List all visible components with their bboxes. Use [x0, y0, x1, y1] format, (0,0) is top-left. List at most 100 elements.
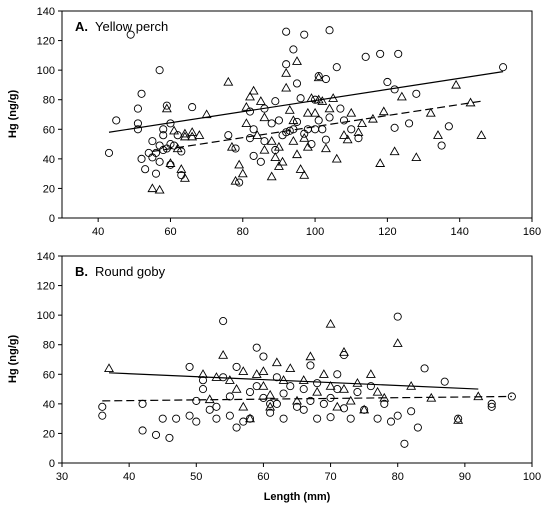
panel-b-frame	[61, 255, 533, 464]
panel-a-y-tick-label: 0	[49, 213, 55, 225]
panel-a-triangle-point	[237, 168, 248, 178]
panel-a-x-tick-label: 100	[306, 226, 324, 238]
panel-a-circle-point	[390, 123, 399, 132]
panel-a-y-tick-label: 140	[37, 6, 55, 18]
panel-a-triangle-point	[277, 156, 288, 166]
panel-a-trend-lines	[108, 71, 504, 153]
panel-b-triangle-point	[224, 375, 235, 384]
panel-a-triangle-point	[342, 134, 353, 144]
panel-b-trend-lines	[102, 372, 512, 402]
panel-b-circle-point	[252, 382, 261, 391]
panel-b-circle-point	[487, 402, 496, 411]
panel-b-circle-point	[185, 411, 194, 420]
panel-b-x-tick-label: 90	[459, 471, 471, 483]
panel-a-y-tick-label: 60	[43, 124, 55, 136]
panel-a-circle-point	[361, 52, 370, 61]
panel-b-circle-point	[299, 405, 308, 414]
panel-b-circle-point	[407, 407, 416, 416]
panel-a-triangle-point	[317, 96, 328, 105]
panel-a-triangle-point	[411, 152, 422, 162]
panel-b-circle-point	[346, 414, 355, 423]
panel-b-y-tick-label: 120	[37, 281, 55, 293]
panel-a-circle-point	[155, 66, 164, 75]
panel-a-circle-point	[224, 131, 233, 140]
panel-b-triangle-point	[473, 391, 484, 401]
panel-a-circle-point	[282, 27, 291, 36]
panel-b-triangle-point	[365, 369, 376, 378]
panel-a-circle-point	[300, 30, 309, 39]
panel-b-circle-point	[393, 312, 402, 321]
panel-b-x-tick-label: 30	[56, 471, 68, 483]
panel-a-triangle-point	[425, 107, 436, 117]
panel-a-circle-point	[137, 89, 146, 98]
panel-b-triangle-point	[339, 383, 349, 393]
panel-a-triangle-point	[375, 158, 386, 167]
panel-a-triangle-point	[154, 184, 165, 194]
panel-b-triangle-point	[258, 381, 269, 390]
panel-b-x-tick-label: 100	[523, 471, 541, 483]
panel-b-triangle-point	[339, 346, 349, 356]
panel-a-dashed-trend-line	[152, 100, 482, 153]
panel-b-x-tick-label: 80	[392, 471, 404, 483]
panel-b-circle-point	[286, 382, 295, 391]
panel-b-x-tick-label: 70	[324, 471, 336, 483]
panel-a-triangle-point	[234, 159, 245, 169]
panel-b-circle-point	[151, 430, 161, 439]
panel-b-triangle-point	[325, 318, 336, 328]
panel-b-triangle-point	[231, 383, 242, 393]
panel-a-triangle-point	[226, 141, 237, 151]
panel-a-circle-point	[412, 89, 421, 98]
panel-a-circle-point	[336, 104, 345, 113]
panel-b-circle-point	[158, 414, 167, 423]
panel-b-circle-point	[138, 399, 147, 408]
panel-b-triangle-point	[271, 357, 282, 367]
panel-a-circle-point	[314, 116, 323, 125]
panel-a-circle-point	[292, 117, 302, 126]
panel-b-title: Round goby	[95, 264, 166, 279]
panel-a-triangle-point	[179, 172, 190, 182]
panel-a-circle-point	[499, 63, 508, 72]
panel-b-triangle-point	[245, 413, 255, 423]
panel-b-data-points	[98, 312, 516, 448]
panel-b-circle-point	[252, 343, 261, 352]
panel-b-circle-point	[319, 399, 328, 408]
panel-a-triangle-point	[299, 170, 310, 179]
panel-a-x-tick-label: 160	[523, 226, 541, 238]
panel-a-circle-point	[137, 154, 146, 163]
panel-a-circle-point	[405, 119, 414, 128]
panel-b-circle-point	[299, 385, 308, 394]
panel-b-circle-point	[205, 405, 214, 414]
panel-a-triangle-point	[339, 130, 349, 139]
panel-a-triangle-point	[324, 103, 335, 113]
panel-a-triangle-point	[245, 91, 255, 101]
panel-a-triangle-point	[241, 101, 252, 111]
panel-a-circle-point	[339, 116, 349, 125]
panel-a-circle-point	[307, 140, 316, 149]
panel-a-triangle-point	[273, 141, 284, 151]
panel-a-circle-point	[177, 171, 186, 180]
panel-b-triangle-point	[318, 369, 329, 378]
panel-a-frame	[61, 10, 533, 219]
panel-b-circle-point	[386, 417, 396, 426]
panel-a-circle-point	[282, 60, 291, 69]
panel-a-triangle-point	[270, 152, 281, 162]
panel-b-dashed-trend-line	[102, 395, 512, 402]
panel-a-circle-point	[282, 128, 291, 137]
panel-b-circle-point	[225, 411, 234, 420]
panel-a-y-tick-label: 120	[37, 36, 55, 48]
panel-a-triangle-point	[313, 72, 324, 82]
panel-b-y-tick-label: 40	[43, 399, 55, 411]
panel-a-y-axis-title: Hg (ng/g)	[7, 90, 19, 139]
panel-b-circle-point	[507, 392, 516, 401]
panel-a-triangle-point	[176, 164, 187, 173]
panel-a-x-tick-label: 80	[237, 226, 249, 238]
panel-a-circle-point	[289, 45, 298, 54]
panel-b-triangle-point	[211, 372, 222, 381]
panel-a-triangle-point	[389, 146, 400, 156]
panel-a-circle-point	[235, 178, 244, 187]
panel-b-circle-point	[98, 402, 107, 411]
panel-a-circle-point	[249, 125, 258, 134]
panel-b-solid-trend-line	[108, 372, 479, 390]
panel-a-circle-point	[267, 119, 276, 128]
panel-a-triangle-point	[169, 125, 180, 135]
